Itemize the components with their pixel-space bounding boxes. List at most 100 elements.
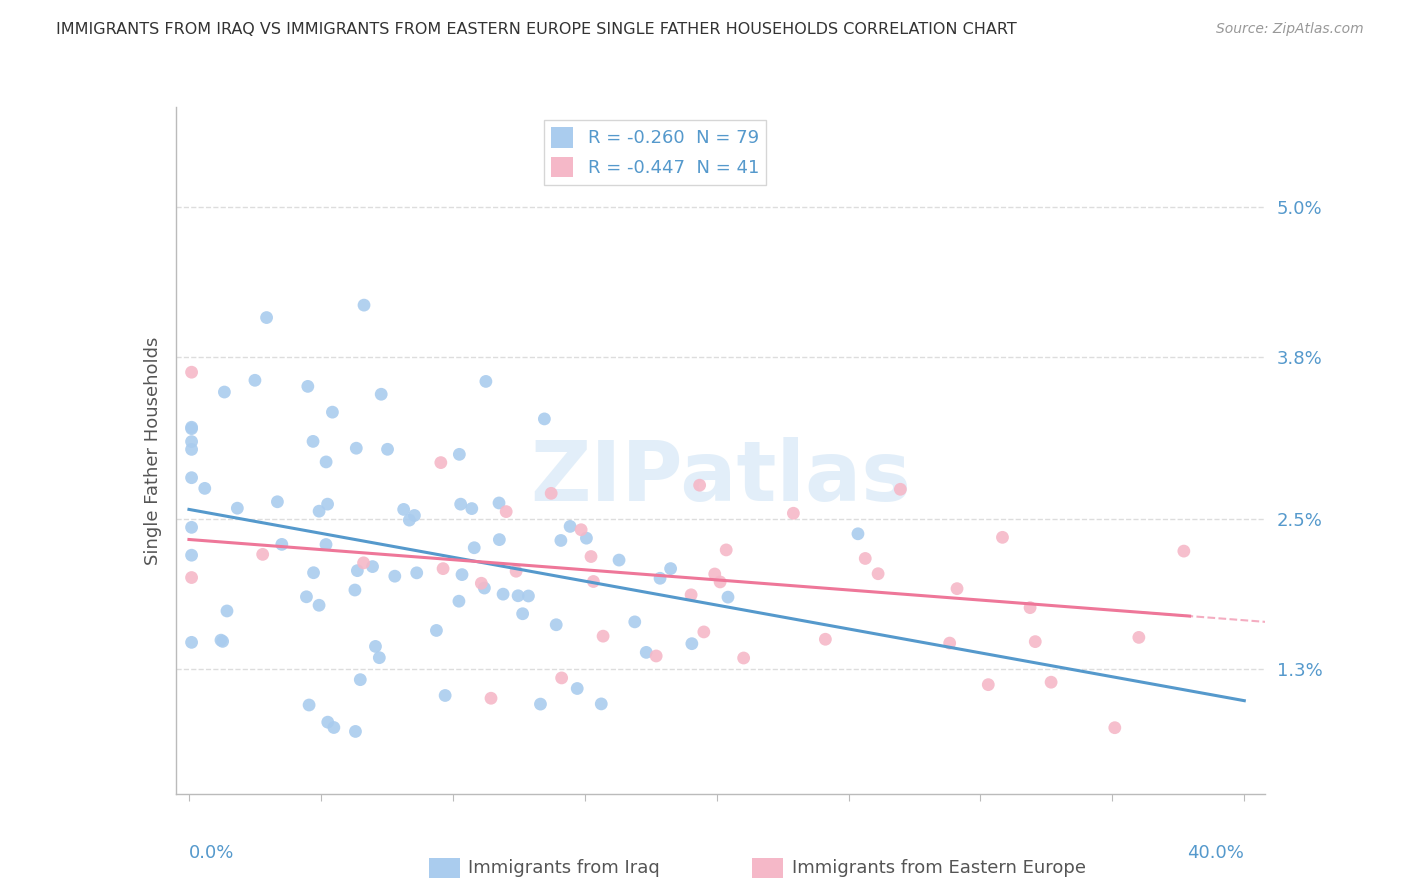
Point bbox=[517, 589, 540, 603]
Point bbox=[623, 615, 645, 629]
Point bbox=[392, 502, 415, 516]
Point bbox=[582, 574, 605, 589]
Point bbox=[461, 501, 484, 516]
Point bbox=[298, 698, 321, 712]
Point bbox=[308, 599, 330, 613]
Point bbox=[1040, 675, 1063, 690]
Point bbox=[533, 412, 555, 426]
Point bbox=[243, 373, 266, 387]
Point bbox=[353, 298, 375, 312]
Point bbox=[636, 645, 658, 659]
Point bbox=[681, 588, 703, 602]
Point bbox=[1291, 573, 1313, 587]
Point bbox=[180, 570, 202, 584]
Point bbox=[488, 533, 510, 547]
Point bbox=[814, 632, 837, 647]
Text: 40.0%: 40.0% bbox=[1188, 844, 1244, 862]
Point bbox=[321, 405, 343, 419]
Point bbox=[316, 497, 339, 511]
Point bbox=[361, 559, 384, 574]
Point bbox=[607, 553, 630, 567]
Point bbox=[579, 549, 602, 564]
Point bbox=[938, 636, 960, 650]
Point bbox=[344, 441, 367, 455]
Point bbox=[180, 548, 202, 562]
Point bbox=[266, 495, 288, 509]
Point bbox=[889, 483, 911, 497]
Point bbox=[512, 607, 534, 621]
Point bbox=[488, 496, 510, 510]
Point bbox=[322, 721, 344, 735]
Point bbox=[479, 691, 502, 706]
Point bbox=[529, 697, 551, 711]
Point bbox=[492, 587, 515, 601]
Point bbox=[853, 551, 876, 566]
Point bbox=[1019, 600, 1042, 615]
Point bbox=[1128, 631, 1150, 645]
Point bbox=[302, 566, 325, 580]
Text: Source: ZipAtlas.com: Source: ZipAtlas.com bbox=[1216, 22, 1364, 37]
Text: 0.0%: 0.0% bbox=[188, 844, 235, 862]
Text: ZIPatlas: ZIPatlas bbox=[530, 437, 911, 518]
Point bbox=[546, 617, 568, 632]
Point bbox=[344, 724, 367, 739]
Point bbox=[689, 478, 711, 492]
Point bbox=[180, 422, 202, 436]
Point bbox=[449, 447, 471, 461]
Point bbox=[434, 689, 457, 703]
Point bbox=[384, 569, 406, 583]
Point bbox=[558, 519, 581, 533]
Point bbox=[214, 385, 236, 400]
Point bbox=[451, 567, 474, 582]
Point bbox=[575, 531, 598, 545]
Point bbox=[709, 574, 731, 589]
Text: IMMIGRANTS FROM IRAQ VS IMMIGRANTS FROM EASTERN EUROPE SINGLE FATHER HOUSEHOLDS : IMMIGRANTS FROM IRAQ VS IMMIGRANTS FROM … bbox=[56, 22, 1017, 37]
Point bbox=[591, 697, 613, 711]
Point bbox=[540, 486, 562, 500]
Point bbox=[733, 651, 755, 665]
Point bbox=[215, 604, 238, 618]
Point bbox=[693, 624, 716, 639]
Point bbox=[211, 634, 233, 648]
Point bbox=[470, 576, 492, 591]
Point bbox=[295, 590, 318, 604]
Point bbox=[343, 582, 366, 597]
Point bbox=[180, 365, 202, 379]
Legend: R = -0.260  N = 79, R = -0.447  N = 41: R = -0.260 N = 79, R = -0.447 N = 41 bbox=[544, 120, 766, 185]
Point bbox=[495, 505, 517, 519]
Point bbox=[782, 506, 804, 520]
Point bbox=[505, 564, 527, 578]
Point bbox=[1173, 544, 1195, 558]
Point bbox=[474, 581, 496, 595]
Point bbox=[1024, 634, 1046, 648]
Point bbox=[592, 629, 614, 643]
Point bbox=[346, 564, 368, 578]
Text: Immigrants from Eastern Europe: Immigrants from Eastern Europe bbox=[792, 859, 1085, 877]
Point bbox=[377, 442, 399, 457]
Point bbox=[302, 434, 325, 449]
Point bbox=[645, 648, 668, 663]
Point bbox=[180, 471, 202, 485]
Point bbox=[946, 582, 969, 596]
Point bbox=[648, 571, 671, 585]
Point bbox=[252, 548, 274, 562]
Point bbox=[364, 640, 387, 654]
Point bbox=[717, 590, 740, 604]
Point bbox=[659, 561, 682, 575]
Point bbox=[315, 537, 337, 551]
Point bbox=[425, 624, 447, 638]
Point bbox=[353, 556, 375, 570]
Point bbox=[297, 379, 319, 393]
Point bbox=[450, 497, 472, 511]
Point bbox=[447, 594, 470, 608]
Point bbox=[180, 434, 202, 449]
Point bbox=[714, 542, 737, 557]
Point bbox=[463, 541, 485, 555]
Point bbox=[567, 681, 589, 696]
Point bbox=[226, 501, 249, 516]
Point bbox=[316, 715, 339, 730]
Point bbox=[550, 671, 572, 685]
Point bbox=[868, 566, 890, 581]
Point bbox=[370, 387, 392, 401]
Point bbox=[398, 513, 420, 527]
